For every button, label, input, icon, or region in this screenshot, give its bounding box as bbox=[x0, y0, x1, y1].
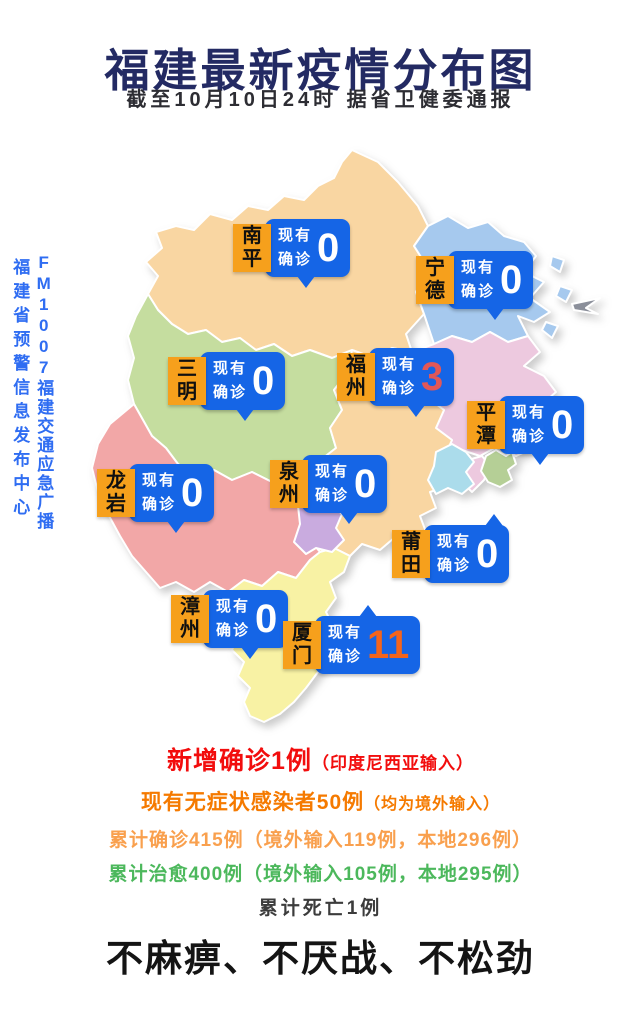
confirmed-caption: 现有 确诊 bbox=[142, 472, 177, 513]
callout-pointer-icon bbox=[485, 308, 504, 320]
confirmed-caption: 现有 确诊 bbox=[213, 360, 248, 401]
city-name-box: 厦 门 bbox=[283, 621, 321, 669]
confirmed-bubble: 现有 确诊 0 bbox=[265, 219, 351, 288]
stat-new-confirmed-main: 新增确诊1例 bbox=[167, 747, 312, 775]
page-subtitle: 截至10月10日24时 据省卫健委通报 bbox=[126, 89, 515, 111]
city-name-box: 漳 州 bbox=[171, 595, 209, 643]
confirmed-count: 0 bbox=[255, 597, 278, 641]
confirmed-bubble: 现有 确诊 0 bbox=[302, 455, 388, 524]
statistics-block: 新增确诊1例（印度尼西亚输入） 现有无症状感染者50例（均为境外输入） 累计确诊… bbox=[0, 741, 641, 920]
confirmed-count: 0 bbox=[317, 226, 340, 270]
city-callout-ningde: 宁 德 现有 确诊 0 bbox=[416, 251, 534, 320]
city-name-box: 南 平 bbox=[233, 224, 271, 272]
coast-artifact bbox=[571, 297, 601, 315]
confirmed-bubble: 现有 确诊 0 bbox=[203, 590, 289, 659]
sidebar-vertical-text-center: 福建省预警信息发布中心 bbox=[10, 258, 30, 522]
confirmed-caption: 现有 确诊 bbox=[461, 259, 496, 300]
confirmed-count: 0 bbox=[252, 359, 275, 403]
confirmed-count: 0 bbox=[354, 462, 377, 506]
city-name-box: 宁 德 bbox=[416, 256, 454, 304]
city-callout-nanping: 南 平 现有 确诊 0 bbox=[233, 219, 351, 288]
confirmed-bubble: 现有 确诊 0 bbox=[129, 464, 215, 533]
callout-pointer-icon bbox=[531, 453, 550, 465]
callout-pointer-icon bbox=[166, 521, 185, 533]
callout-pointer-icon bbox=[485, 514, 504, 526]
callout-pointer-icon bbox=[339, 512, 358, 524]
confirmed-bubble: 现有 确诊 0 bbox=[499, 396, 585, 465]
callout-pointer-icon bbox=[297, 276, 316, 288]
page-title: 福建最新疫情分布图 bbox=[104, 44, 537, 98]
confirmed-bubble: 现有 确诊 3 bbox=[369, 348, 455, 417]
city-callout-longyan: 龙 岩 现有 确诊 0 bbox=[97, 464, 215, 533]
city-callout-xiamen: 厦 门 现有 确诊 11 bbox=[283, 605, 421, 674]
city-name-box: 莆 田 bbox=[392, 530, 430, 578]
callout-pointer-icon bbox=[359, 605, 378, 617]
confirmed-caption: 现有 确诊 bbox=[315, 463, 350, 504]
city-name-box: 福 州 bbox=[337, 353, 375, 401]
campaign-slogan: 不麻痹、不厌战、不松劲 bbox=[106, 938, 535, 979]
confirmed-count: 0 bbox=[551, 403, 574, 447]
confirmed-caption: 现有 确诊 bbox=[382, 356, 417, 397]
confirmed-count: 0 bbox=[181, 471, 204, 515]
callout-pointer-icon bbox=[235, 409, 254, 421]
stat-new-confirmed-note: （印度尼西亚输入） bbox=[311, 754, 474, 773]
confirmed-caption: 现有 确诊 bbox=[328, 624, 363, 665]
city-name-box: 龙 岩 bbox=[97, 469, 135, 517]
stat-cumulative-cured: 累计治愈400例（境外输入105例，本地295例） bbox=[108, 864, 533, 885]
confirmed-bubble: 现有 确诊 0 bbox=[424, 514, 510, 583]
stat-new-confirmed: 新增确诊1例（印度尼西亚输入） bbox=[0, 741, 641, 777]
city-name-box: 三 明 bbox=[168, 357, 206, 405]
stat-cumulative-confirmed: 累计确诊415例（境外输入119例，本地296例） bbox=[108, 830, 533, 851]
city-callout-pingtan: 平 潭 现有 确诊 0 bbox=[467, 396, 585, 465]
city-name-box: 平 潭 bbox=[467, 401, 505, 449]
callout-pointer-icon bbox=[240, 647, 259, 659]
confirmed-count: 0 bbox=[476, 532, 499, 576]
sidebar-vertical-text-broadcast: FM1007福建交通应急广播 bbox=[34, 253, 54, 531]
stat-asymptomatic-main: 现有无症状感染者50例 bbox=[140, 791, 365, 814]
confirmed-bubble: 现有 确诊 0 bbox=[200, 352, 286, 421]
stat-asymptomatic-note: （均为境外输入） bbox=[364, 796, 501, 813]
callout-pointer-icon bbox=[406, 405, 425, 417]
city-callout-putian: 莆 田 现有 确诊 0 bbox=[392, 514, 510, 583]
confirmed-count: 3 bbox=[421, 355, 444, 399]
confirmed-caption: 现有 确诊 bbox=[278, 227, 313, 268]
confirmed-count: 11 bbox=[367, 623, 410, 667]
confirmed-caption: 现有 确诊 bbox=[437, 533, 472, 574]
city-name-box: 泉 州 bbox=[270, 460, 308, 508]
city-callout-sanming: 三 明 现有 确诊 0 bbox=[168, 352, 286, 421]
confirmed-caption: 现有 确诊 bbox=[216, 598, 251, 639]
region-pingtan-island bbox=[480, 449, 517, 488]
confirmed-bubble: 现有 确诊 11 bbox=[315, 605, 421, 674]
region-ningde-islets bbox=[541, 255, 573, 339]
confirmed-caption: 现有 确诊 bbox=[512, 404, 547, 445]
confirmed-bubble: 现有 确诊 0 bbox=[448, 251, 534, 320]
city-callout-zhangzhou: 漳 州 现有 确诊 0 bbox=[171, 590, 289, 659]
city-callout-fuzhou: 福 州 现有 确诊 3 bbox=[337, 348, 455, 417]
region-putian bbox=[427, 443, 475, 495]
stat-asymptomatic: 现有无症状感染者50例（均为境外输入） bbox=[0, 786, 641, 816]
city-callout-quanzhou: 泉 州 现有 确诊 0 bbox=[270, 455, 388, 524]
stat-cumulative-deaths: 累计死亡1例 bbox=[258, 898, 383, 919]
confirmed-count: 0 bbox=[500, 258, 523, 302]
